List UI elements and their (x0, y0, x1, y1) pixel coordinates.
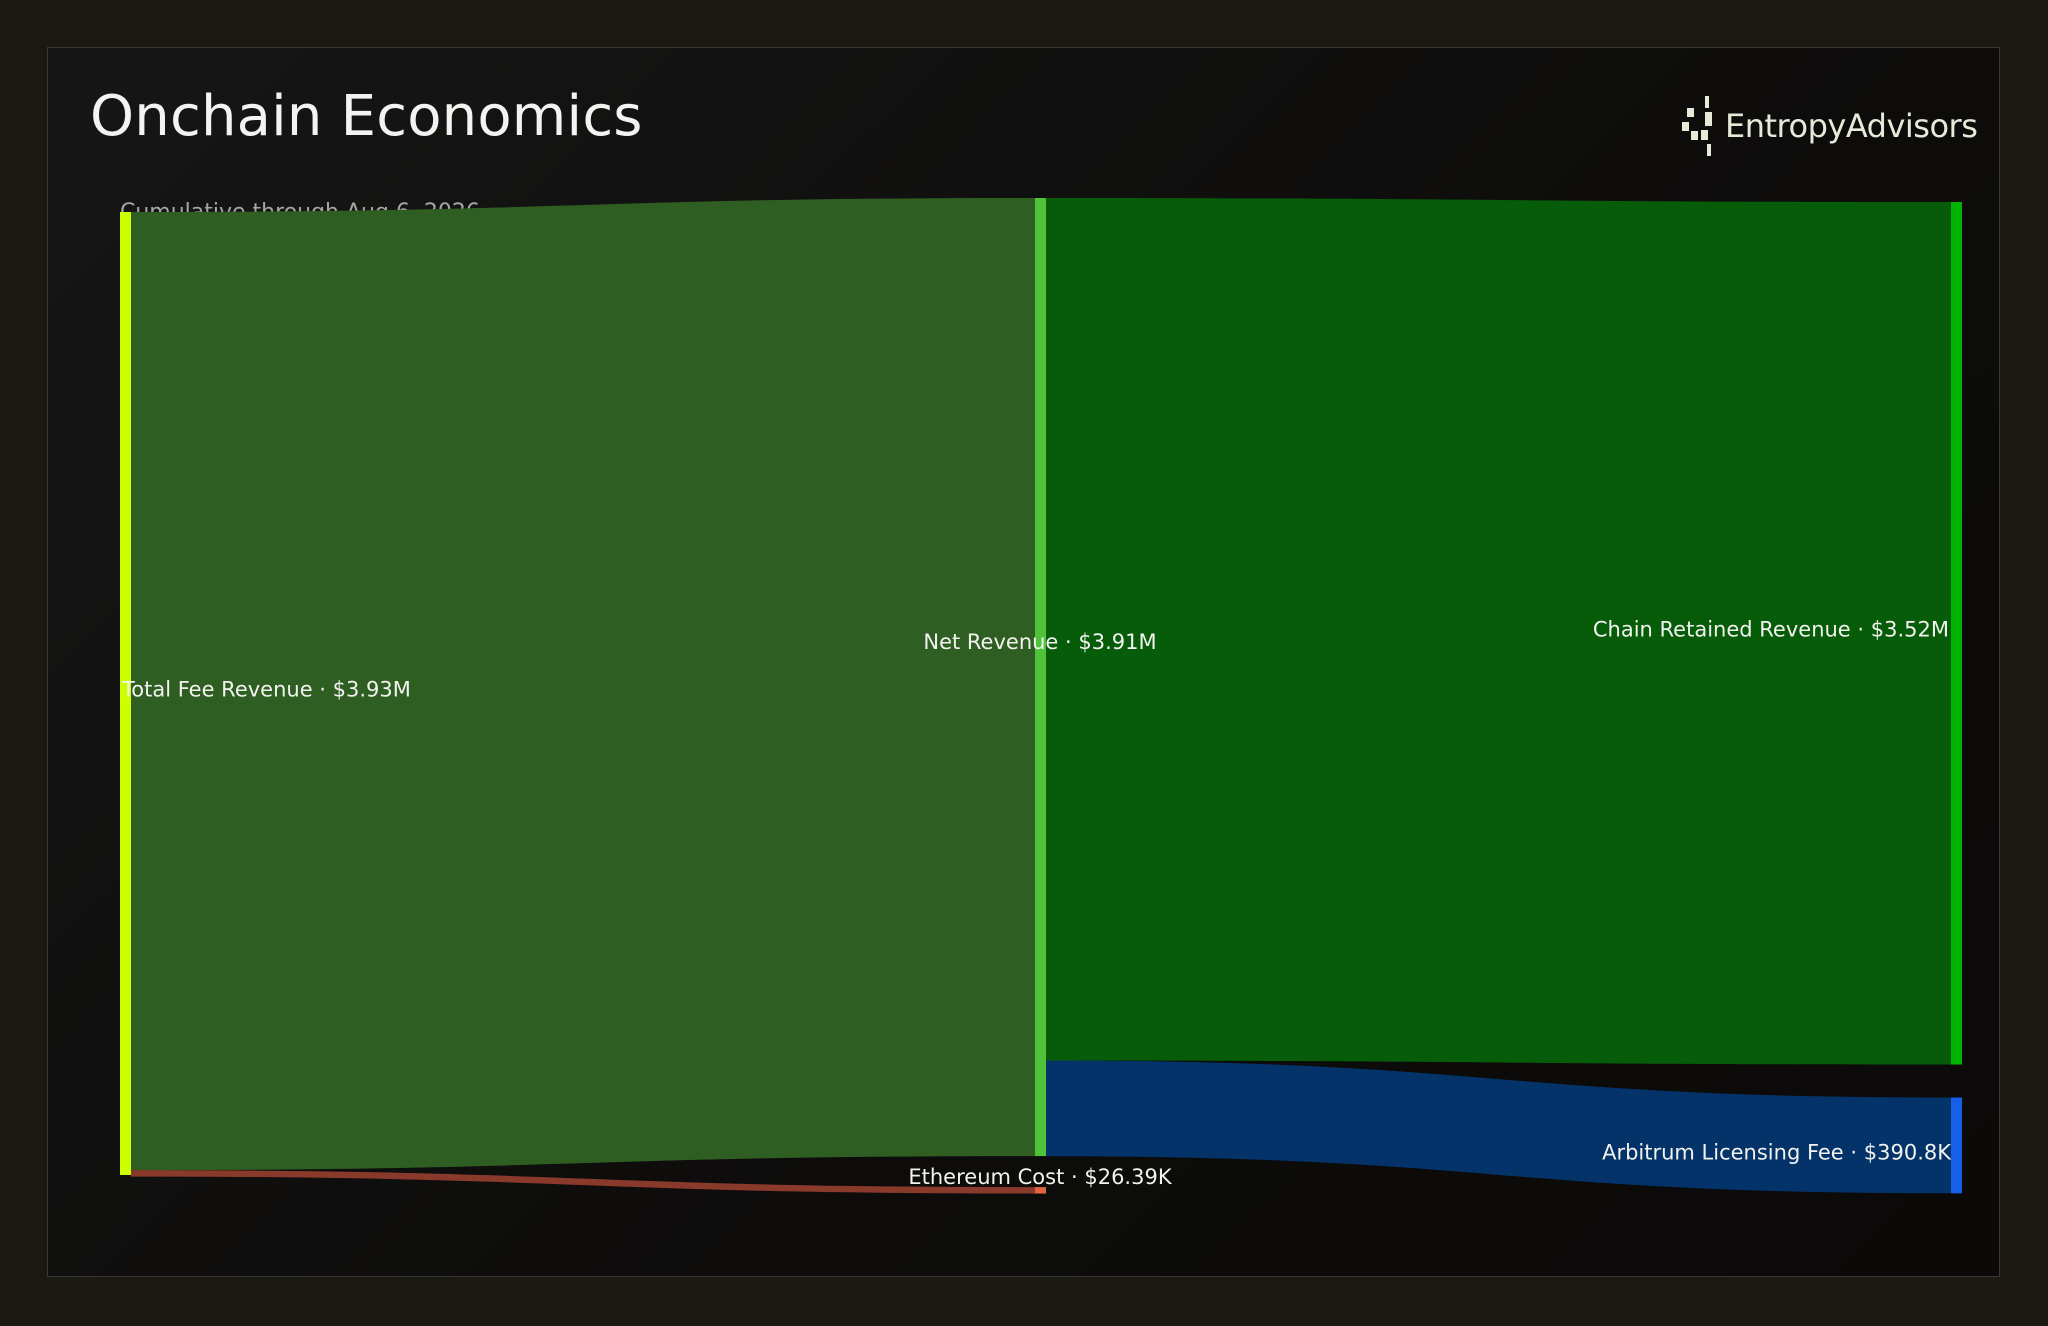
chart-card: Onchain Economics Cumulative through Aug… (47, 47, 2000, 1277)
sankey-link-total-net[interactable] (131, 198, 1035, 1171)
entropy-logo-icon (1682, 96, 1712, 156)
brand-name-part1: Entropy (1725, 107, 1846, 145)
brand-name: EntropyAdvisors (1725, 107, 1978, 145)
sankey-chart: Total Fee Revenue · $3.93M Net Revenue · … (120, 198, 1962, 1194)
sankey-label-eth: Ethereum Cost · $26.39K (908, 1165, 1172, 1189)
sankey-label-total: Total Fee Revenue · $3.93M (121, 678, 411, 702)
brand-logo: EntropyAdvisors (1681, 94, 1978, 158)
sankey-link-net-chain[interactable] (1046, 198, 1951, 1065)
brand-name-part2: Advisors (1845, 107, 1978, 145)
sankey-label-net: Net Revenue · $3.91M (923, 630, 1156, 654)
sankey-node-arb[interactable] (1951, 1097, 1962, 1194)
sankey-link-total-eth[interactable] (131, 1170, 1035, 1194)
sankey-label-arb: Arbitrum Licensing Fee · $390.8K (1602, 1140, 1952, 1164)
sankey-link-net-arb[interactable] (1046, 1060, 1951, 1194)
sankey-node-eth[interactable] (1035, 1187, 1046, 1194)
sankey-node-chain[interactable] (1951, 202, 1962, 1065)
sankey-node-net[interactable] (1035, 198, 1046, 1157)
page-title: Onchain Economics (90, 84, 643, 149)
sankey-node-total[interactable] (120, 212, 131, 1175)
sankey-label-chain: Chain Retained Revenue · $3.52M (1593, 617, 1949, 641)
